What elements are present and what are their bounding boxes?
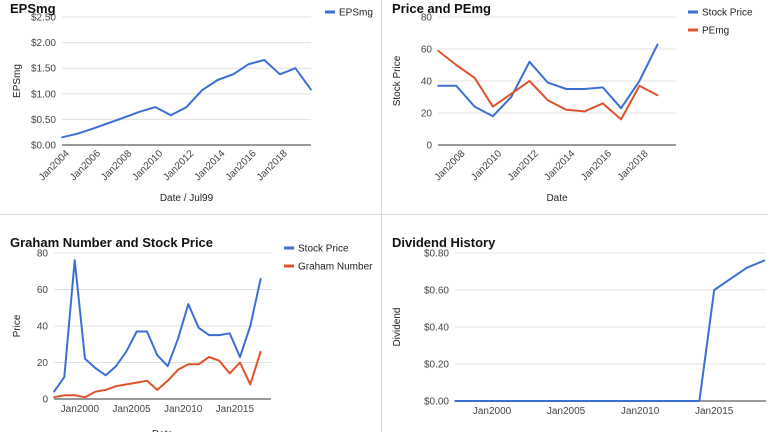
chart-dividend-history: $0.00 $0.20 $0.40 $0.60 $0.80 Jan2000 Jan2005 J… bbox=[392, 235, 766, 417]
x-tick-label: Jan2008 bbox=[433, 148, 468, 183]
x-tick-label: Jan2012 bbox=[506, 148, 541, 183]
legend-label: PEmg bbox=[702, 26, 729, 37]
x-tick-label: Jan2018 bbox=[616, 148, 651, 183]
series-line bbox=[437, 49, 659, 121]
x-tick-label: Jan2000 bbox=[61, 404, 100, 415]
vertical-divider bbox=[381, 0, 382, 432]
y-tick-label: 60 bbox=[421, 45, 433, 56]
y-tick-label: 40 bbox=[37, 322, 49, 333]
legend-label: EPSmg bbox=[339, 8, 373, 19]
legend-label: Stock Price bbox=[702, 8, 753, 19]
x-tick-label: Jan2008 bbox=[99, 148, 134, 183]
y-tick-label: $2.00 bbox=[31, 38, 56, 49]
y-tick-label: 20 bbox=[37, 358, 49, 369]
y-tick-label: 0 bbox=[426, 141, 432, 152]
chart-panel-dividend: $0.00 $0.20 $0.40 $0.60 $0.80 Jan2000 Jan2005 J… bbox=[382, 215, 768, 432]
y-tick-label: $0.00 bbox=[424, 397, 449, 408]
chart-title: Dividend History bbox=[392, 235, 496, 250]
x-tick-label: Jan2010 bbox=[469, 148, 504, 183]
chart-title: EPSmg bbox=[10, 1, 56, 16]
y-tick-label: 0 bbox=[42, 395, 48, 406]
horizontal-divider bbox=[0, 214, 768, 215]
x-tick-label: Jan2005 bbox=[547, 406, 586, 417]
y-axis-label: Stock Price bbox=[392, 55, 403, 106]
x-tick-label: Jan2015 bbox=[216, 404, 255, 415]
x-tick-label: Jan2006 bbox=[68, 148, 103, 183]
y-tick-label: $0.00 bbox=[31, 141, 56, 152]
y-tick-label: 20 bbox=[421, 109, 433, 120]
x-axis-label: Date bbox=[152, 429, 174, 432]
y-tick-label: $1.50 bbox=[31, 64, 56, 75]
x-axis-label: Date bbox=[546, 193, 568, 204]
x-tick-label: Jan2016 bbox=[224, 148, 259, 183]
x-tick-label: Jan2010 bbox=[621, 406, 660, 417]
y-tick-label: $0.80 bbox=[424, 249, 449, 260]
chart-panel-epsmg: $0.00 $0.50 $1.00 $1.50 $2.00 $2.50 Jan2004 Jan… bbox=[0, 0, 381, 214]
y-tick-label: $0.60 bbox=[424, 286, 449, 297]
x-tick-label: Jan2014 bbox=[543, 148, 578, 183]
chart-title: Graham Number and Stock Price bbox=[10, 235, 213, 250]
x-tick-label: Jan2000 bbox=[473, 406, 512, 417]
y-tick-label: $0.40 bbox=[424, 323, 449, 334]
x-tick-label: Jan2012 bbox=[161, 148, 196, 183]
x-tick-label: Jan2014 bbox=[193, 148, 228, 183]
chart-graham-number: 0 20 40 60 80 Jan2000 Jan2005 Jan2010 Jan2015 Gra… bbox=[10, 235, 373, 432]
chart-epsmg: $0.00$0.50$1.00$1.50$2.00$2.50Jan2004Jan… bbox=[10, 1, 373, 204]
series-line bbox=[438, 43, 659, 118]
x-tick-label: Jan2010 bbox=[164, 404, 203, 415]
y-tick-label: 60 bbox=[37, 285, 49, 296]
y-tick-label: $2.50 bbox=[31, 13, 56, 24]
y-tick-label: $1.00 bbox=[31, 89, 56, 100]
chart-title: Price and PEmg bbox=[392, 1, 491, 16]
y-tick-label: $0.20 bbox=[424, 360, 449, 371]
series-line bbox=[53, 351, 262, 399]
x-tick-label: Jan2005 bbox=[112, 404, 151, 415]
series-line bbox=[53, 259, 262, 393]
chart-panel-price-pemg: 0 20 40 60 80 Jan2008 Jan2010 Jan2012 Jan2014 Jan… bbox=[382, 0, 768, 214]
legend-label: Graham Number bbox=[298, 262, 373, 273]
x-axis-label: Date / Jul99 bbox=[160, 193, 214, 204]
y-tick-label: 40 bbox=[421, 77, 433, 88]
series-line bbox=[455, 259, 765, 402]
y-axis-label: Price bbox=[12, 314, 23, 337]
legend-label: Stock Price bbox=[298, 244, 349, 255]
x-tick-label: Jan2010 bbox=[130, 148, 165, 183]
x-tick-label: Jan2015 bbox=[695, 406, 734, 417]
chart-panel-graham: 0 20 40 60 80 Jan2000 Jan2005 Jan2010 Jan2015 Gra… bbox=[0, 215, 381, 432]
series-line bbox=[61, 59, 312, 139]
x-tick-label: Jan2004 bbox=[37, 148, 72, 183]
y-tick-label: 80 bbox=[421, 13, 433, 24]
y-axis-label: EPSmg bbox=[12, 64, 23, 98]
x-tick-label: Jan2016 bbox=[579, 148, 614, 183]
y-tick-label: $0.50 bbox=[31, 115, 56, 126]
y-axis-label: Dividend bbox=[392, 308, 403, 347]
x-tick-label: Jan2018 bbox=[255, 148, 290, 183]
y-tick-label: 80 bbox=[37, 249, 49, 260]
